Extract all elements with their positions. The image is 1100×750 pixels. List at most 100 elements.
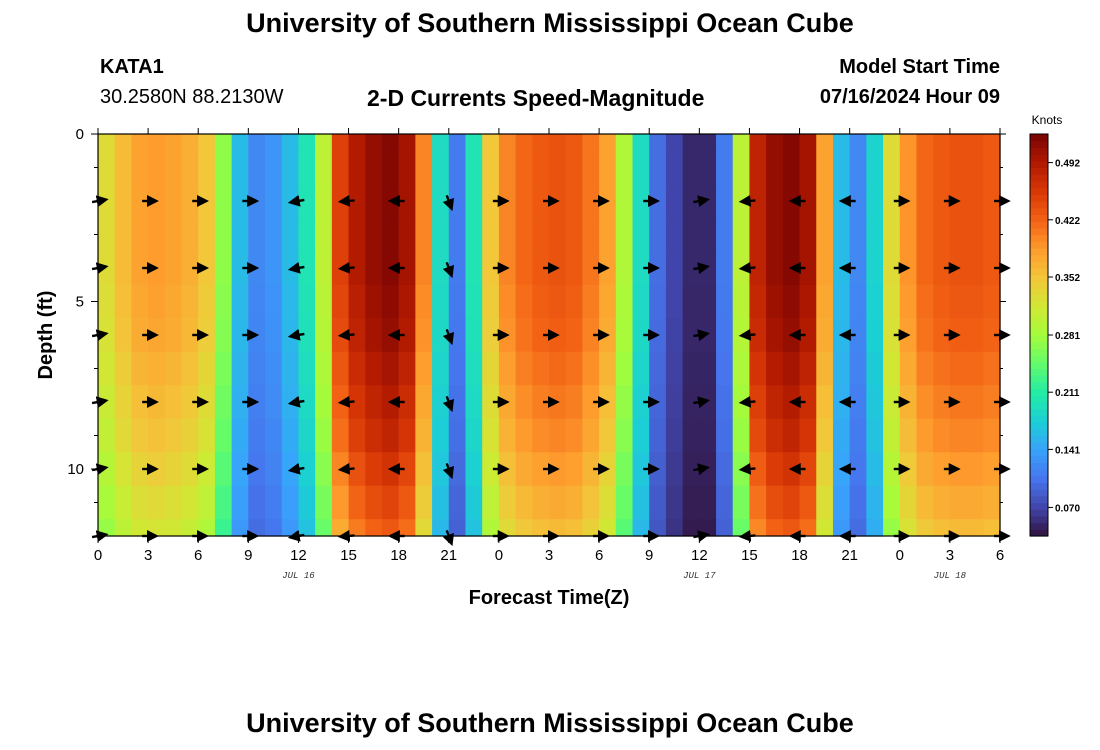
heatmap-cell [482,351,500,386]
heatmap-cell [966,351,984,386]
heatmap-cell [716,385,734,420]
x-tick-label: 0 [495,547,503,564]
heatmap-cell [131,519,149,537]
heatmap-cell [799,351,817,386]
heatmap-cell [398,134,416,152]
heatmap-cell [465,452,483,487]
heatmap-cell [164,385,183,420]
x-tick-label: 15 [741,547,758,564]
heatmap-cell [348,217,366,252]
heatmap-cell [549,418,567,453]
heatmap-cell [231,318,249,353]
current-vector [738,261,756,274]
current-vector [337,328,355,341]
heatmap-cell [315,251,333,286]
heatmap-cell [682,519,700,537]
heatmap-cell [365,485,383,520]
heatmap-cell [883,184,901,219]
colorbar-swatch [1030,194,1048,202]
heatmap-cell [465,217,483,252]
heatmap-cell [732,150,751,185]
heatmap-cell [315,284,333,319]
heatmap-cell [114,452,132,487]
heatmap-cell [782,284,801,319]
date-label: JUL 17 [683,571,716,581]
colorbar-swatch [1030,435,1048,443]
heatmap-cell [766,184,784,219]
heatmap-cell [448,351,467,386]
heatmap-cell [398,485,416,520]
heatmap-cell [916,485,934,520]
heatmap-cell [498,284,517,319]
heatmap-cell [866,134,884,152]
heatmap-cell [231,134,249,152]
heatmap-cell [532,318,550,353]
station-coordinates: 30.2580N 88.2130W [100,86,284,108]
heatmap-cell [281,351,300,386]
current-vector [287,328,305,341]
heatmap-cell [365,184,383,219]
heatmap-cell [231,485,249,520]
x-tick-label: 6 [595,547,603,564]
heatmap-cell [231,284,249,319]
heatmap-cell [331,134,350,152]
heatmap-cell [916,217,934,252]
heatmap-cell [832,418,851,453]
heatmap-cell [365,284,383,319]
heatmap-cell [866,452,884,487]
heatmap-cell [415,134,433,152]
heatmap-cell [816,519,834,537]
heatmap-cell [716,418,734,453]
heatmap-cell [766,150,784,185]
heatmap-cell [381,519,400,537]
heatmap-cell [615,318,634,353]
colorbar-swatch [1030,187,1048,195]
heatmap-cell [381,150,400,185]
heatmap-cell [532,385,550,420]
heatmap-cell [933,251,951,286]
heatmap-cell [181,418,199,453]
heatmap-cell [482,485,500,520]
heatmap-cell [816,485,834,520]
heatmap-cell [632,134,650,152]
heatmap-cell [983,418,1001,453]
heatmap-cell [398,452,416,487]
heatmap-cell [498,150,517,185]
heatmap-cell [381,418,400,453]
colorbar-swatch [1030,221,1048,229]
heatmap-cell [265,184,283,219]
heatmap-cell [816,351,834,386]
colorbar: Knots 0.070 0.141 0.211 0.281 0.352 0.422 0.49… [1029,113,1080,537]
heatmap-cell [415,485,433,520]
heatmap-cell [482,318,500,353]
heatmap-cell [983,452,1001,487]
heatmap-cell [214,385,233,420]
heatmap-cell [381,217,400,252]
heatmap-cell [665,184,684,219]
colorbar-swatch [1030,180,1048,189]
heatmap-cell [381,485,400,520]
heatmap-cell [114,184,132,219]
heatmap-cell [632,351,650,386]
heatmap-cell [866,150,884,185]
heatmap-cell [465,418,483,453]
heatmap-cell [916,519,934,537]
heatmap-cell [916,134,934,152]
heatmap-cell [615,418,634,453]
heatmap-cell [682,318,700,353]
heatmap-cell [615,519,634,537]
heatmap-cell [415,217,433,252]
heatmap-cell [832,150,851,185]
heatmap-cell [281,150,300,185]
heatmap-cell [682,217,700,252]
heatmap-cell [331,485,350,520]
heatmap-cell [498,217,517,252]
heatmap-cell [549,519,567,537]
heatmap-cell [448,284,467,319]
heatmap-cell [298,418,316,453]
heatmap-cell [181,351,199,386]
heatmap-cell [331,150,350,185]
heatmap-cell [599,519,617,537]
heatmap-cell [816,251,834,286]
